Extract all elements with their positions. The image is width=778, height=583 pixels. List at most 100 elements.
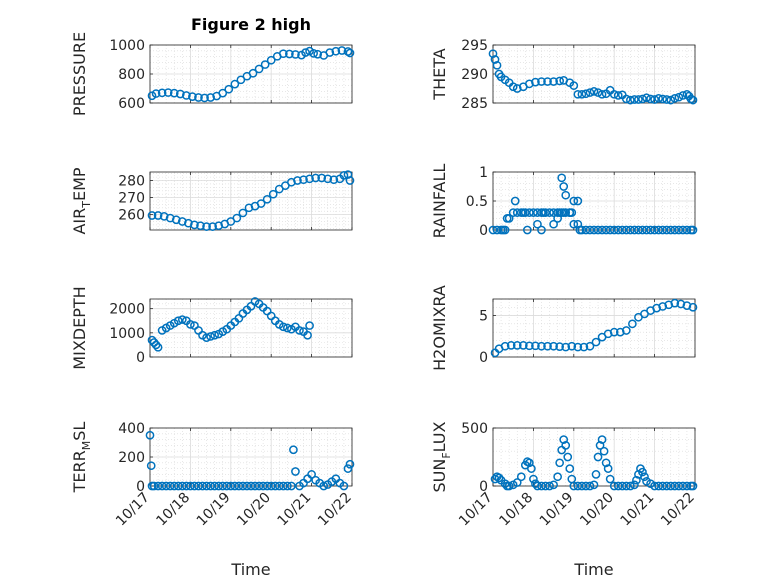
data-point-terr_msl [283, 481, 292, 491]
data-point-terr_msl [238, 481, 248, 491]
data-point-pressure [188, 92, 197, 101]
panel-h2omixra: 0 5 H2OMIXRA [430, 285, 698, 371]
data-point-rainfall [488, 225, 498, 235]
x-tick-label: 10/18 [153, 490, 193, 530]
data-point-terr_msl [165, 481, 175, 491]
y-tick-label: 500 [461, 421, 488, 437]
data-point-air_temp [190, 220, 199, 230]
data-point-theta [674, 92, 684, 102]
data-point-sun_flux [559, 435, 569, 444]
data-point-h2omixra [621, 326, 631, 335]
data-point-rainfall_b [561, 190, 571, 200]
data-point-h2omixra [500, 341, 510, 351]
x-tick-label: 10/21 [275, 490, 315, 530]
data-point-air_temp [238, 208, 248, 218]
data-point-terr_msl [161, 481, 171, 491]
data-point-theta [650, 95, 659, 104]
data-point-sun_flux [533, 481, 542, 491]
data-point-theta [593, 88, 603, 97]
data-point-sun_flux [557, 445, 567, 455]
data-point-rainfall [541, 208, 550, 217]
data-point-sun_flux [605, 474, 615, 484]
data-point-sun_flux [537, 481, 546, 491]
data-point-mixdepth [283, 323, 292, 333]
data-point-sun_flux [577, 481, 587, 491]
x-tick-label: 10/22 [658, 490, 698, 530]
data-point-sun_flux [516, 472, 526, 482]
y-tick-label: 1000 [109, 326, 145, 342]
data-point-h2omixra [567, 341, 577, 351]
panel-theta: 285 290 295 THETA [430, 38, 698, 112]
data-point-rainfall [512, 208, 522, 217]
data-point-terr_msl [149, 481, 159, 491]
data-point-terr_msl [291, 467, 300, 476]
grid-mixdepth [149, 298, 353, 358]
data-point-theta [585, 88, 595, 97]
data-point-mixdepth [295, 326, 304, 335]
data-point-pressure [291, 50, 300, 59]
data-point-pressure [218, 88, 228, 98]
data-point-sun_flux [563, 452, 573, 462]
data-point-air_temp [214, 221, 224, 231]
data-point-theta [573, 89, 583, 99]
data-point-theta [634, 95, 643, 104]
data-point-terr_msl [345, 459, 355, 469]
data-point-h2omixra [664, 300, 674, 310]
data-point-air_temp [202, 222, 211, 231]
panel-rainfall: 0 0.5 1 RAINFALL [430, 164, 698, 239]
y-label-pressure: PRESSURE [70, 32, 89, 116]
data-point-sun_flux [609, 481, 619, 491]
data-point-sun_flux [638, 467, 647, 477]
y-label-theta: THETA [430, 48, 449, 100]
data-point-sun_flux [589, 480, 599, 490]
data-point-theta [609, 89, 619, 99]
data-point-pressure [200, 93, 209, 103]
data-point-mixdepth [305, 321, 314, 330]
data-point-pressure [313, 49, 323, 59]
data-point-terr_msl [177, 481, 187, 491]
data-point-sun_flux [617, 481, 627, 491]
y-tick-label: 270 [118, 191, 145, 207]
data-point-pressure [331, 46, 341, 56]
data-point-terr_msl [303, 474, 312, 484]
data-point-pressure [260, 60, 270, 69]
data-point-rainfall [593, 225, 603, 235]
data-point-h2omixra [652, 303, 661, 313]
data-point-terr_msl [266, 481, 276, 491]
data-point-rainfall [609, 225, 619, 235]
data-point-terr_msl [307, 470, 316, 479]
data-point-pressure [343, 47, 353, 56]
data-point-theta [597, 89, 607, 99]
data-point-rainfall [492, 225, 502, 235]
data-point-h2omixra [573, 342, 583, 352]
data-point-sun_flux [626, 481, 635, 491]
data-point-terr_msl [254, 481, 264, 491]
data-point-theta [492, 60, 502, 70]
data-point-terr_msl [146, 461, 156, 471]
data-point-sun_flux [632, 475, 641, 485]
data-point-sun_flux [555, 458, 565, 468]
data-point-terr_msl [258, 481, 268, 491]
data-point-h2omixra [682, 301, 692, 310]
axes-box-mixdepth [149, 298, 353, 358]
data-point-mixdepth [153, 342, 163, 352]
data-point-rainfall [630, 225, 639, 235]
data-point-terr_msl [214, 481, 224, 491]
x-tick-label: 10/17 [456, 490, 496, 530]
data-point-rainfall_b [559, 182, 569, 191]
data-point-pressure [194, 93, 203, 102]
data-point-terr_msl [169, 481, 179, 491]
data-point-rainfall [688, 225, 698, 235]
data-point-terr_msl [343, 464, 353, 473]
data-point-terr_msl [246, 481, 256, 491]
data-point-sun_flux [545, 481, 554, 491]
data-point-terr_msl [222, 481, 232, 491]
data-point-sun_flux [658, 481, 668, 491]
data-point-rainfall_b [557, 173, 567, 183]
axes-box-h2omixra [492, 298, 696, 358]
data-point-sun_flux [581, 481, 591, 491]
y-label-rainfall: RAINFALL [430, 164, 449, 239]
data-point-pressure [224, 84, 234, 94]
x-tick-label: 10/20 [577, 490, 617, 530]
